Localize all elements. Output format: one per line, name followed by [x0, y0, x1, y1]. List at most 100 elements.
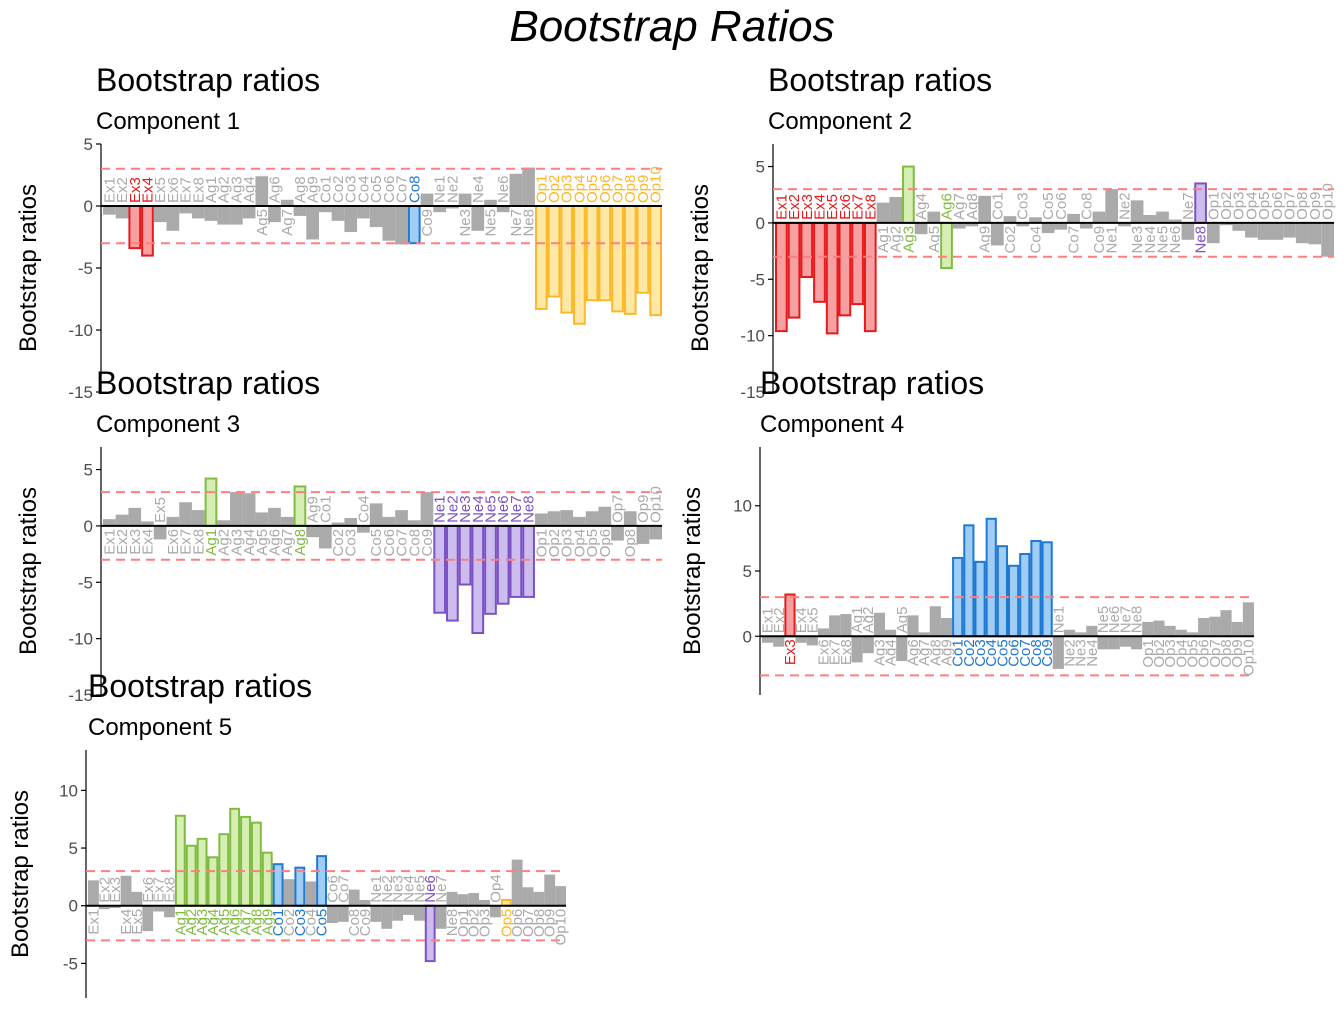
bar-label-co6: Co6	[381, 529, 398, 557]
bar-label-ne4: Ne4	[1142, 226, 1159, 254]
bar-ag1	[876, 202, 890, 223]
bar-op5	[585, 205, 599, 302]
y-tick-label: 0	[743, 627, 752, 646]
bar-label-ne3: Ne3	[390, 875, 407, 903]
bar-ag6	[229, 807, 241, 907]
bar-op1	[1142, 621, 1154, 637]
figure-title: Bootstrap Ratios	[509, 2, 835, 51]
bar-label-ne7: Ne7	[508, 209, 525, 237]
bar-ex6	[142, 905, 154, 932]
bar-ex6	[166, 206, 180, 231]
bar-label-ne2: Ne2	[444, 175, 461, 203]
bar-op1	[534, 513, 548, 526]
bar-label-co9: Co9	[1091, 226, 1108, 254]
bar-label-ex8: Ex8	[838, 639, 855, 665]
bar-label-op8: Op8	[622, 175, 639, 203]
bar-label-op7: Op7	[1282, 192, 1299, 220]
bar-label-op8: Op8	[1294, 192, 1311, 220]
bar-label-op6: Op6	[1269, 192, 1286, 220]
bar-label-ex7: Ex7	[827, 639, 844, 665]
bar-ex4	[141, 521, 154, 526]
bar-ne8	[1131, 636, 1143, 650]
bar-ag2	[862, 636, 874, 654]
bar-label-co3: Co3	[1015, 192, 1032, 220]
bar-ag9	[306, 206, 319, 240]
y-tick-label: -15	[68, 686, 93, 705]
bar-label-ne4: Ne4	[470, 175, 487, 203]
panel-title: Bootstrap ratios	[96, 62, 321, 98]
bar-label-ex1: Ex1	[101, 177, 118, 203]
bar-label-op4: Op4	[1173, 639, 1190, 667]
bar-ag6	[907, 615, 919, 637]
bar-co6	[382, 516, 396, 526]
panel-subtitle: Component 4	[760, 411, 905, 438]
bar-label-op2: Op2	[546, 175, 563, 203]
bar-ag8	[965, 222, 979, 227]
bar-ag9	[306, 525, 319, 538]
bar-label-op9: Op9	[1307, 192, 1324, 220]
bar-ne6	[1108, 636, 1120, 650]
bar-label-op7: Op7	[1207, 639, 1224, 667]
bar-ne1	[1105, 189, 1119, 223]
bar-label-ex5: Ex5	[129, 909, 146, 935]
bar-ex8	[191, 206, 205, 219]
bar-label-ne3: Ne3	[457, 495, 474, 523]
bar-ex2	[773, 636, 785, 647]
bar-label-op6: Op6	[597, 529, 614, 557]
bar-ag1	[851, 636, 863, 663]
bar-ex5	[131, 891, 143, 906]
bar-label-ex7: Ex7	[151, 877, 168, 903]
bar-ex6	[817, 628, 830, 637]
bar-co8	[1079, 222, 1093, 229]
bar-ag3	[230, 206, 243, 225]
bar-label-ne6: Ne6	[1106, 606, 1123, 634]
bar-co1	[990, 222, 1004, 246]
bar-ag6	[268, 206, 281, 223]
bar-label-op5: Op5	[1256, 192, 1273, 220]
bar-co9	[1092, 211, 1106, 223]
bar-label-co5: Co5	[994, 639, 1011, 667]
bar-label-ne4: Ne4	[1084, 639, 1101, 667]
bar-label-co7: Co7	[394, 175, 411, 203]
bar-ne5	[413, 905, 425, 921]
bar-label-op10: Op10	[1320, 183, 1337, 220]
bar-label-ne3: Ne3	[1073, 639, 1090, 667]
bar-label-ag2: Ag2	[888, 226, 905, 253]
bar-label-ag5: Ag5	[894, 607, 911, 634]
bar-op8	[1220, 610, 1232, 637]
panel-subtitle: Component 2	[768, 108, 913, 135]
bar-label-ne6: Ne6	[1167, 226, 1184, 254]
bar-ag7	[918, 632, 930, 637]
y-tick-label: 5	[84, 461, 93, 480]
bar-op6	[598, 205, 612, 302]
bar-label-co1: Co1	[270, 909, 287, 937]
bar-op3	[1164, 625, 1176, 637]
bar-ag1	[204, 206, 218, 221]
bar-label-op7: Op7	[520, 909, 537, 937]
bar-op6	[1270, 222, 1284, 240]
bar-label-op3: Op3	[477, 909, 494, 937]
bar-label-ag8: Ag8	[248, 909, 265, 936]
bar-ex4	[120, 875, 132, 906]
bar-op2	[547, 205, 561, 298]
bar-op8	[1295, 222, 1309, 244]
bar-op7	[611, 525, 624, 541]
bar-label-ne3: Ne3	[1129, 226, 1146, 254]
bar-label-ne2: Ne2	[1062, 639, 1079, 667]
bar-op6	[511, 859, 523, 906]
bar-ag4	[885, 629, 897, 637]
bar-label-ag6: Ag6	[267, 529, 284, 556]
bar-ag5	[218, 833, 230, 907]
bar-op4	[1175, 629, 1187, 637]
bar-label-co9: Co9	[357, 909, 374, 937]
bar-op4	[573, 205, 586, 325]
bar-label-ag9: Ag9	[305, 176, 322, 203]
bar-op6	[598, 506, 612, 526]
bar-label-ne6: Ne6	[422, 875, 439, 903]
bar-label-ag5: Ag5	[254, 529, 271, 556]
bar-co5	[369, 206, 383, 228]
bar-ag5	[896, 636, 908, 662]
bar-co5	[1041, 222, 1055, 234]
bar-ex2	[98, 905, 110, 910]
bar-label-ne8: Ne8	[521, 209, 538, 237]
